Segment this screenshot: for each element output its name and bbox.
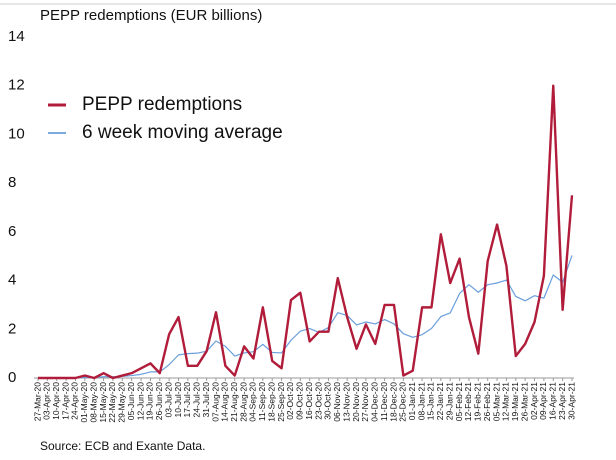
x-tick-label: 29-Jan-21	[444, 382, 454, 421]
y-tick-label: 8	[8, 174, 16, 191]
x-tick-label: 18-Dec-20	[388, 382, 398, 422]
y-tick-label: 14	[8, 28, 25, 45]
x-tick-label: 11-Dec-20	[379, 382, 389, 421]
x-tick-label: 01-Jan-21	[407, 382, 417, 421]
x-tick-label: 05-Jun-20	[126, 382, 136, 421]
x-tick-label: 26-Feb-21	[482, 382, 492, 421]
x-tick-label: 09-Oct-20	[295, 382, 305, 420]
x-tick-label: 10-Jul-20	[173, 382, 183, 418]
x-tick-label: 08-May-20	[88, 382, 98, 423]
y-tick-label: 2	[8, 320, 16, 337]
x-tick-label: 15-May-20	[98, 382, 108, 423]
x-tick-label: 31-Jul-20	[201, 382, 211, 418]
x-tick-label: 25-Dec-20	[398, 382, 408, 422]
x-tick-label: 22-May-20	[107, 382, 117, 423]
y-tick-label: 4	[8, 272, 16, 289]
x-tick-label: 17-Apr-20	[60, 382, 70, 420]
x-tick-label: 28-Aug-20	[238, 382, 248, 422]
x-tick-label: 27-Mar-20	[32, 382, 42, 421]
x-tick-label: 07-Aug-20	[210, 382, 220, 422]
x-tick-label: 29-May-20	[117, 382, 127, 423]
x-tick-label: 12-Jun-20	[135, 382, 145, 421]
x-tick-label: 18-Sep-20	[266, 382, 276, 422]
source-note: Source: ECB and Exante Data.	[40, 439, 205, 453]
x-tick-label: 13-Nov-20	[341, 382, 351, 422]
x-tick-label: 27-Nov-20	[360, 382, 370, 422]
x-tick-label: 05-Mar-21	[491, 382, 501, 421]
x-tick-label: 24-Jul-20	[192, 382, 202, 418]
x-tick-label: 14-Aug-20	[220, 382, 230, 422]
x-tick-label: 02-Apr-21	[529, 382, 539, 420]
x-tick-label: 30-Apr-21	[566, 382, 576, 420]
x-tick-label: 23-Apr-21	[557, 382, 567, 420]
legend-label: 6 week moving average	[82, 122, 283, 143]
x-tick-label: 23-Oct-20	[313, 382, 323, 420]
x-tick-label: 06-Nov-20	[332, 382, 342, 422]
series-line	[38, 84, 574, 380]
x-tick-label: 25-Sep-20	[276, 382, 286, 422]
x-tick-label: 19-Mar-21	[510, 382, 520, 421]
y-tick-label: 12	[8, 77, 25, 94]
x-tick-label: 19-Feb-21	[473, 382, 483, 421]
x-tick-label: 03-Apr-20	[42, 382, 52, 420]
x-tick-label: 19-Jun-20	[145, 382, 155, 421]
x-tick-label: 15-Jan-21	[426, 382, 436, 421]
y-tick-label: 10	[8, 125, 25, 142]
x-tick-label: 26-Mar-21	[519, 382, 529, 421]
x-tick-label: 16-Apr-21	[548, 382, 558, 420]
x-tick-label: 09-Apr-21	[538, 382, 548, 420]
x-tick-label: 24-Apr-20	[70, 382, 80, 420]
y-tick-label: 0	[8, 369, 16, 386]
x-tick-label: 08-Jan-21	[416, 382, 426, 421]
series-line	[38, 255, 573, 379]
x-tick-label: 02-Oct-20	[285, 382, 295, 420]
x-tick-label: 17-Jul-20	[182, 382, 192, 418]
x-tick-label: 20-Nov-20	[351, 382, 361, 422]
x-tick-label: 01-May-20	[79, 382, 89, 423]
x-tick-label: 04-Dec-20	[370, 382, 380, 422]
y-tick-label: 6	[8, 223, 16, 240]
x-tick-label: 11-Sep-20	[257, 382, 267, 421]
x-tick-label: 12-Mar-21	[501, 382, 511, 421]
x-tick-label: 30-Oct-20	[323, 382, 333, 420]
x-tick-label: 12-Feb-21	[463, 382, 473, 421]
x-tick-label: 04-Sep-20	[248, 382, 258, 422]
x-tick-label: 03-Jul-20	[163, 382, 173, 418]
x-tick-label: 05-Feb-21	[454, 382, 464, 421]
x-tick-label: 10-Apr-20	[51, 382, 61, 420]
x-tick-label: 26-Jun-20	[154, 382, 164, 421]
x-tick-label: 21-Aug-20	[229, 382, 239, 422]
x-tick-label: 22-Jan-21	[435, 382, 445, 421]
chart-title: PEPP redemptions (EUR billions)	[40, 7, 262, 24]
legend-label: PEPP redemptions	[82, 94, 242, 115]
x-tick-label: 16-Oct-20	[304, 382, 314, 420]
